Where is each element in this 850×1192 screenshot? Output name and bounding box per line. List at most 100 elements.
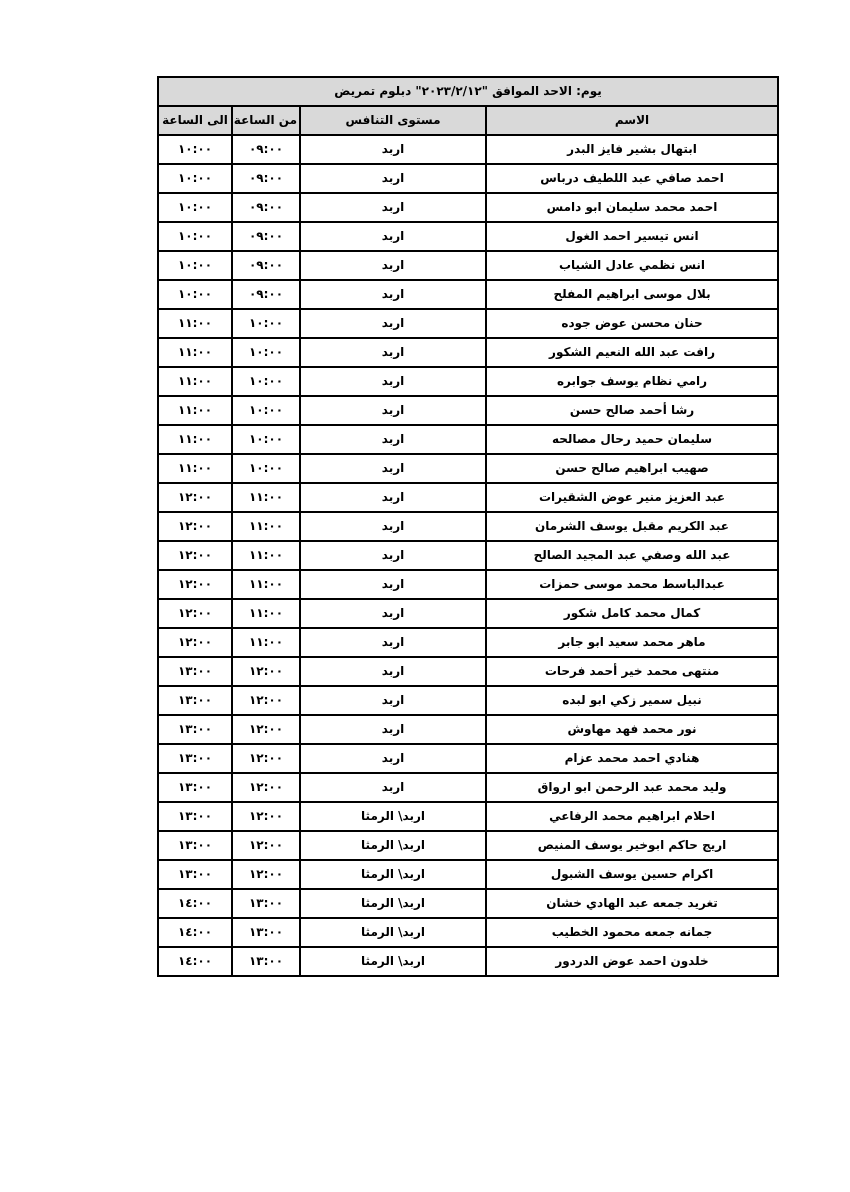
student-name-cell: وليد محمد عبد الرحمن ابو ارواق bbox=[485, 772, 780, 803]
from-time-cell: ١٣:٠٠ bbox=[231, 888, 302, 919]
table-title: يوم: الاحد الموافق "٢٠٢٣/٢/١٢" دبلوم تمر… bbox=[156, 76, 780, 107]
student-name-cell: رامي نظام يوسف جوابره bbox=[485, 366, 780, 397]
table-row: ماهر محمد سعيد ابو جابر اربد ١١:٠٠ ١٢:٠٠ bbox=[156, 627, 780, 658]
table-row: رشا أحمد صالح حسن اربد ١٠:٠٠ ١١:٠٠ bbox=[156, 395, 780, 426]
from-time-cell: ١١:٠٠ bbox=[231, 569, 302, 600]
to-time-cell: ١٣:٠٠ bbox=[156, 714, 234, 745]
from-time-cell: ١٢:٠٠ bbox=[231, 685, 302, 716]
student-name-cell: خلدون احمد عوض الدردور bbox=[485, 946, 780, 977]
level-cell: اربد bbox=[299, 395, 488, 426]
table-title-row: يوم: الاحد الموافق "٢٠٢٣/٢/١٢" دبلوم تمر… bbox=[156, 76, 780, 107]
student-name-cell: رشا أحمد صالح حسن bbox=[485, 395, 780, 426]
level-cell: اربد bbox=[299, 424, 488, 455]
student-name-cell: عبد العزيز منير عوض الشقيرات bbox=[485, 482, 780, 513]
col-header-level: مستوى التنافس bbox=[299, 105, 488, 136]
from-time-cell: ١١:٠٠ bbox=[231, 627, 302, 658]
student-name-cell: ماهر محمد سعيد ابو جابر bbox=[485, 627, 780, 658]
from-time-cell: ١٠:٠٠ bbox=[231, 337, 302, 368]
level-cell: اربد\ الرمثا bbox=[299, 830, 488, 861]
level-cell: اربد bbox=[299, 279, 488, 310]
level-cell: اربد bbox=[299, 656, 488, 687]
student-name-cell: صهيب ابراهيم صالح حسن bbox=[485, 453, 780, 484]
student-name-cell: انس تيسير احمد الغول bbox=[485, 221, 780, 252]
to-time-cell: ١٠:٠٠ bbox=[156, 250, 234, 281]
student-name-cell: اكرام حسين يوسف الشبول bbox=[485, 859, 780, 890]
to-time-cell: ١٠:٠٠ bbox=[156, 279, 234, 310]
from-time-cell: ١٣:٠٠ bbox=[231, 917, 302, 948]
table-row: رامي نظام يوسف جوابره اربد ١٠:٠٠ ١١:٠٠ bbox=[156, 366, 780, 397]
student-name-cell: كمال محمد كامل شكور bbox=[485, 598, 780, 629]
level-cell: اربد\ الرمثا bbox=[299, 946, 488, 977]
to-time-cell: ١١:٠٠ bbox=[156, 453, 234, 484]
from-time-cell: ١٠:٠٠ bbox=[231, 308, 302, 339]
student-name-cell: احمد محمد سليمان ابو دامس bbox=[485, 192, 780, 223]
to-time-cell: ١٠:٠٠ bbox=[156, 134, 234, 165]
student-name-cell: تغريد جمعه عبد الهادي خشان bbox=[485, 888, 780, 919]
level-cell: اربد bbox=[299, 134, 488, 165]
col-header-to: الى الساعة bbox=[156, 105, 234, 136]
from-time-cell: ٠٩:٠٠ bbox=[231, 250, 302, 281]
level-cell: اربد\ الرمثا bbox=[299, 801, 488, 832]
table-row: سليمان حميد رحال مصالحه اربد ١٠:٠٠ ١١:٠٠ bbox=[156, 424, 780, 455]
to-time-cell: ١١:٠٠ bbox=[156, 424, 234, 455]
level-cell: اربد bbox=[299, 685, 488, 716]
level-cell: اربد bbox=[299, 163, 488, 194]
level-cell: اربد bbox=[299, 482, 488, 513]
from-time-cell: ١٢:٠٠ bbox=[231, 859, 302, 890]
to-time-cell: ١٢:٠٠ bbox=[156, 540, 234, 571]
from-time-cell: ١٢:٠٠ bbox=[231, 656, 302, 687]
student-name-cell: حنان محسن عوض جوده bbox=[485, 308, 780, 339]
level-cell: اربد bbox=[299, 308, 488, 339]
table-row: احلام ابراهيم محمد الرفاعي اربد\ الرمثا … bbox=[156, 801, 780, 832]
from-time-cell: ٠٩:٠٠ bbox=[231, 163, 302, 194]
level-cell: اربد bbox=[299, 192, 488, 223]
to-time-cell: ١١:٠٠ bbox=[156, 337, 234, 368]
level-cell: اربد\ الرمثا bbox=[299, 888, 488, 919]
from-time-cell: ٠٩:٠٠ bbox=[231, 221, 302, 252]
col-header-name: الاسم bbox=[485, 105, 780, 136]
student-name-cell: احلام ابراهيم محمد الرفاعي bbox=[485, 801, 780, 832]
to-time-cell: ١٣:٠٠ bbox=[156, 859, 234, 890]
from-time-cell: ١٢:٠٠ bbox=[231, 772, 302, 803]
table-row: نبيل سمير زكي ابو لبده اربد ١٢:٠٠ ١٣:٠٠ bbox=[156, 685, 780, 716]
table-row: خلدون احمد عوض الدردور اربد\ الرمثا ١٣:٠… bbox=[156, 946, 780, 977]
table-row: رافت عبد الله النعيم الشكور اربد ١٠:٠٠ ١… bbox=[156, 337, 780, 368]
level-cell: اربد bbox=[299, 569, 488, 600]
table-row: عبد العزيز منير عوض الشقيرات اربد ١١:٠٠ … bbox=[156, 482, 780, 513]
from-time-cell: ٠٩:٠٠ bbox=[231, 192, 302, 223]
student-name-cell: ابتهال بشير فايز البدر bbox=[485, 134, 780, 165]
student-name-cell: بلال موسى ابراهيم المفلح bbox=[485, 279, 780, 310]
table-row: هنادي احمد محمد عزام اربد ١٢:٠٠ ١٣:٠٠ bbox=[156, 743, 780, 774]
student-name-cell: منتهى محمد خير أحمد فرحات bbox=[485, 656, 780, 687]
table-row: احمد صافي عبد اللطيف درباس اربد ٠٩:٠٠ ١٠… bbox=[156, 163, 780, 194]
from-time-cell: ١١:٠٠ bbox=[231, 511, 302, 542]
level-cell: اربد bbox=[299, 337, 488, 368]
from-time-cell: ٠٩:٠٠ bbox=[231, 279, 302, 310]
from-time-cell: ١١:٠٠ bbox=[231, 482, 302, 513]
to-time-cell: ١٢:٠٠ bbox=[156, 569, 234, 600]
table-header-row: الاسم مستوى التنافس من الساعة الى الساعة bbox=[156, 105, 780, 136]
from-time-cell: ١٠:٠٠ bbox=[231, 424, 302, 455]
student-name-cell: اريج حاكم ابوخير يوسف المنيص bbox=[485, 830, 780, 861]
table-row: كمال محمد كامل شكور اربد ١١:٠٠ ١٢:٠٠ bbox=[156, 598, 780, 629]
to-time-cell: ١٣:٠٠ bbox=[156, 772, 234, 803]
from-time-cell: ١٢:٠٠ bbox=[231, 830, 302, 861]
from-time-cell: ١١:٠٠ bbox=[231, 598, 302, 629]
table-row: ابتهال بشير فايز البدر اربد ٠٩:٠٠ ١٠:٠٠ bbox=[156, 134, 780, 165]
level-cell: اربد bbox=[299, 772, 488, 803]
table-row: عبد الكريم مقبل يوسف الشرمان اربد ١١:٠٠ … bbox=[156, 511, 780, 542]
student-name-cell: سليمان حميد رحال مصالحه bbox=[485, 424, 780, 455]
to-time-cell: ١٢:٠٠ bbox=[156, 598, 234, 629]
table-row: اريج حاكم ابوخير يوسف المنيص اربد\ الرمث… bbox=[156, 830, 780, 861]
col-header-from: من الساعة bbox=[231, 105, 302, 136]
to-time-cell: ١١:٠٠ bbox=[156, 395, 234, 426]
to-time-cell: ١٣:٠٠ bbox=[156, 801, 234, 832]
to-time-cell: ١٠:٠٠ bbox=[156, 221, 234, 252]
table-body: ابتهال بشير فايز البدر اربد ٠٩:٠٠ ١٠:٠٠ … bbox=[156, 134, 780, 977]
to-time-cell: ١٤:٠٠ bbox=[156, 917, 234, 948]
table-row: صهيب ابراهيم صالح حسن اربد ١٠:٠٠ ١١:٠٠ bbox=[156, 453, 780, 484]
student-name-cell: جمانه جمعه محمود الخطيب bbox=[485, 917, 780, 948]
student-name-cell: هنادي احمد محمد عزام bbox=[485, 743, 780, 774]
to-time-cell: ١٣:٠٠ bbox=[156, 743, 234, 774]
